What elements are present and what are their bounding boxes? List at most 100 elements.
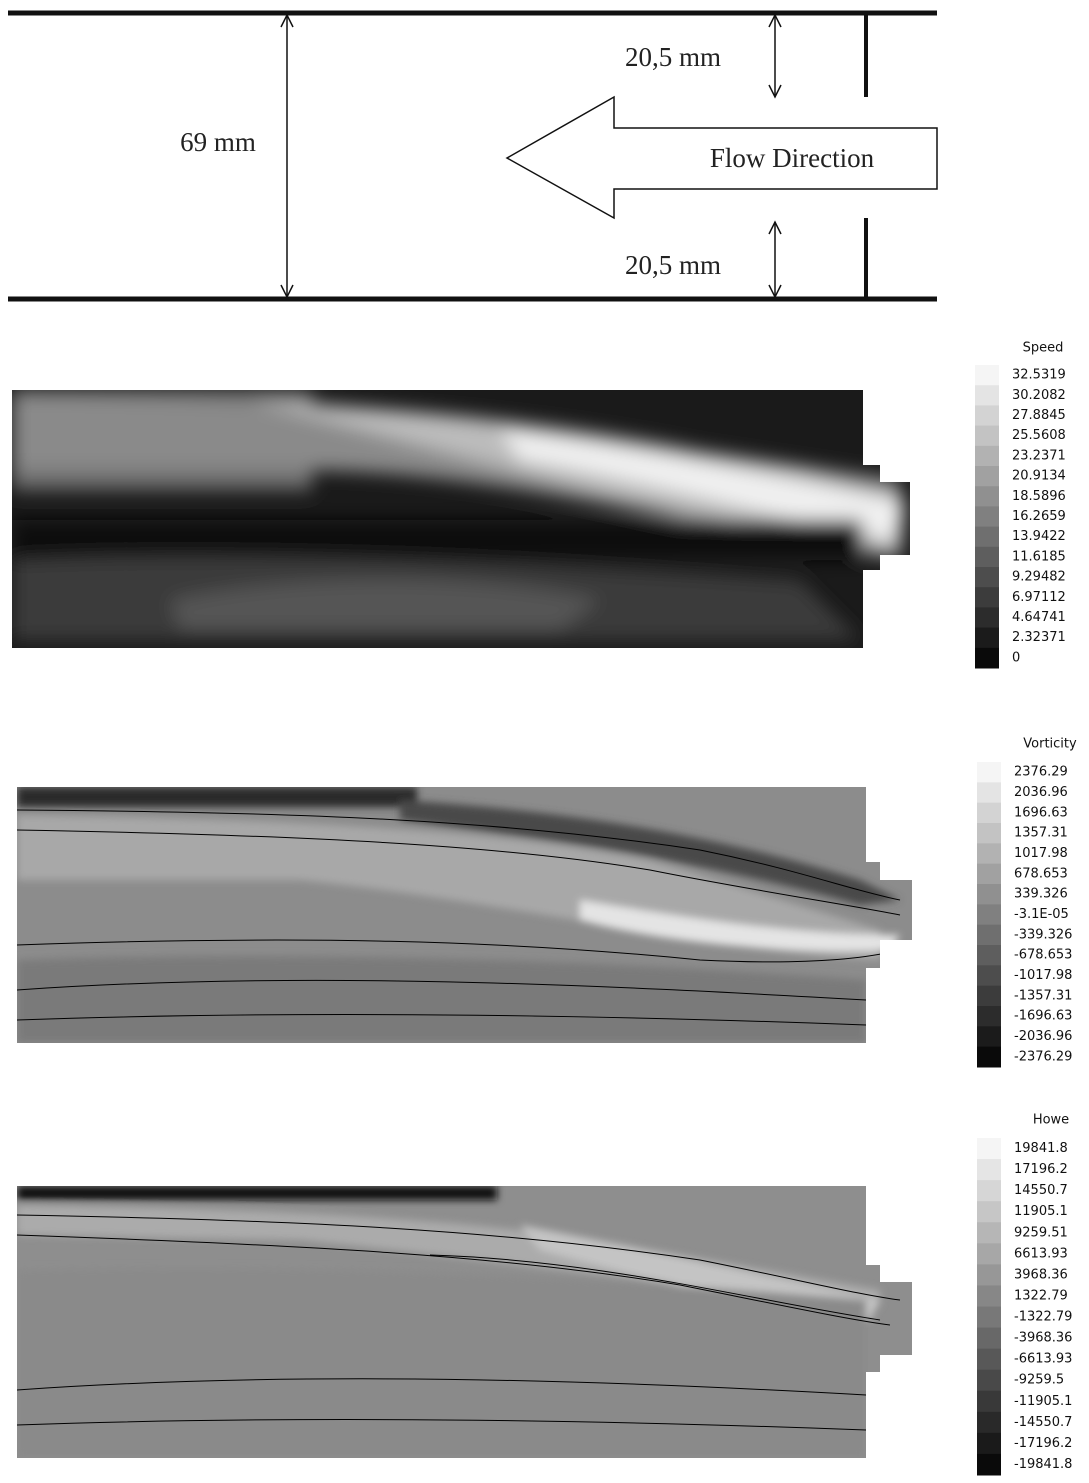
- legend-level: 14550.7: [1014, 1183, 1068, 1198]
- legend-swatch: [977, 1264, 1001, 1286]
- legend-swatch: [977, 884, 1001, 905]
- legend-level: 16.2659: [1012, 509, 1066, 524]
- legend-swatch: [977, 1391, 1001, 1413]
- legend-level: 23.2371: [1012, 448, 1066, 463]
- legend-swatch: [975, 567, 999, 588]
- howe-field: [0, 1180, 920, 1470]
- legend-level: 4.64741: [1012, 610, 1066, 625]
- legend-swatch: [977, 1370, 1001, 1392]
- legend-level: -3968.36: [1014, 1331, 1072, 1346]
- legend-title: Howe: [1033, 1113, 1069, 1128]
- legend-swatch: [975, 426, 999, 447]
- speed-field: [0, 380, 920, 660]
- legend-swatch: [977, 945, 1001, 966]
- legend-swatch: [975, 446, 999, 467]
- legend-level: 20.9134: [1012, 469, 1066, 484]
- legend-swatch: [975, 466, 999, 487]
- legend-level: -2036.96: [1014, 1029, 1072, 1044]
- legend-level: 3968.36: [1014, 1267, 1068, 1282]
- legend-title: Speed: [1023, 341, 1064, 356]
- legends: Speed 32.5319 30.2082 27.8845 25.5608 23.2371…: [975, 341, 1077, 1476]
- height-label: 69 mm: [180, 127, 256, 157]
- gap-label: 20,5 mm: [625, 250, 721, 280]
- legend-level: -3.1E-05: [1014, 907, 1069, 922]
- legend-swatch: [977, 1285, 1001, 1307]
- legend-swatch: [975, 628, 999, 649]
- legend-swatch: [977, 843, 1001, 864]
- legend-swatch: [977, 1433, 1001, 1455]
- gap-label: 20,5 mm: [625, 42, 721, 72]
- legend-title: Vorticity: [1023, 737, 1077, 752]
- legend-level: 1017.98: [1014, 846, 1068, 861]
- legend-level: 27.8845: [1012, 408, 1066, 423]
- legend-level: 1696.63: [1014, 805, 1068, 820]
- legend-level: 1357.31: [1014, 826, 1068, 841]
- legend-level: -14550.7: [1014, 1415, 1072, 1430]
- legend-level: 2036.96: [1014, 785, 1068, 800]
- legend-swatch: [975, 506, 999, 527]
- legend-swatch: [977, 965, 1001, 986]
- legend-swatch: [977, 1412, 1001, 1434]
- legend-level: -6613.93: [1014, 1352, 1072, 1367]
- figure: 20,5 mm 69 mm Flow Direction 20,5 mm: [0, 0, 1089, 1483]
- legend-swatch: [975, 486, 999, 507]
- legend-level: -11905.1: [1014, 1394, 1072, 1409]
- legend-swatch: [977, 1047, 1001, 1068]
- legend-level: 1322.79: [1014, 1288, 1068, 1303]
- legend-swatch: [975, 365, 999, 386]
- legend-swatch: [977, 782, 1001, 803]
- legend-swatch: [977, 1006, 1001, 1027]
- legend-level: -17196.2: [1014, 1436, 1072, 1451]
- legend-swatch: [977, 1159, 1001, 1181]
- legend-level: -1357.31: [1014, 988, 1072, 1003]
- legend-swatch: [977, 1307, 1001, 1329]
- legend-level: 9.29482: [1012, 570, 1066, 585]
- legend-swatch: [977, 1454, 1001, 1476]
- legend-swatch: [975, 527, 999, 548]
- legend-swatch: [975, 547, 999, 568]
- legend-level: 678.653: [1014, 866, 1068, 881]
- legend-swatch: [977, 1138, 1001, 1160]
- legend-swatch: [977, 1328, 1001, 1350]
- legend-swatch: [977, 904, 1001, 925]
- legend-swatch: [977, 1349, 1001, 1371]
- legend-level: -339.326: [1014, 927, 1072, 942]
- legend-level: 11905.1: [1014, 1204, 1068, 1219]
- legend-level: 32.5319: [1012, 368, 1066, 383]
- legend-level: -9259.5: [1014, 1373, 1064, 1388]
- legend-swatch: [975, 587, 999, 608]
- legend-swatch: [977, 1026, 1001, 1047]
- legend-swatch: [977, 864, 1001, 885]
- legend-level: 0: [1012, 650, 1020, 665]
- legend-swatch: [975, 405, 999, 426]
- vorticity-field: [0, 780, 920, 1050]
- legend-level: 6.97112: [1012, 590, 1066, 605]
- legend-swatch: [975, 385, 999, 406]
- legend-level: 13.9422: [1012, 529, 1066, 544]
- legend-level: 2.32371: [1012, 630, 1066, 645]
- legend-level: 18.5896: [1012, 489, 1066, 504]
- legend-level: 11.6185: [1012, 549, 1066, 564]
- legend-level: -678.653: [1014, 948, 1072, 963]
- legend-swatch: [975, 648, 999, 669]
- legend-swatch: [977, 762, 1001, 783]
- legend-swatch: [977, 1222, 1001, 1244]
- legend-level: 17196.2: [1014, 1162, 1068, 1177]
- legend-level: 25.5608: [1012, 428, 1066, 443]
- legend-level: 2376.29: [1014, 765, 1068, 780]
- legend-level: 339.326: [1014, 887, 1068, 902]
- legend-level: -1017.98: [1014, 968, 1072, 983]
- legend-level: -1696.63: [1014, 1009, 1072, 1024]
- legend-swatch: [977, 823, 1001, 844]
- legend-swatch: [977, 986, 1001, 1007]
- legend-level: -2376.29: [1014, 1049, 1072, 1064]
- legend-swatch: [977, 1180, 1001, 1202]
- legend-level: 6613.93: [1014, 1246, 1068, 1261]
- legend-level: -19841.8: [1014, 1457, 1072, 1472]
- legend-swatch: [977, 925, 1001, 946]
- legend-swatch: [977, 1243, 1001, 1265]
- legend-level: 30.2082: [1012, 388, 1066, 403]
- legend-swatch: [977, 1201, 1001, 1223]
- legend-swatch: [975, 607, 999, 628]
- flow-label: Flow Direction: [710, 143, 875, 173]
